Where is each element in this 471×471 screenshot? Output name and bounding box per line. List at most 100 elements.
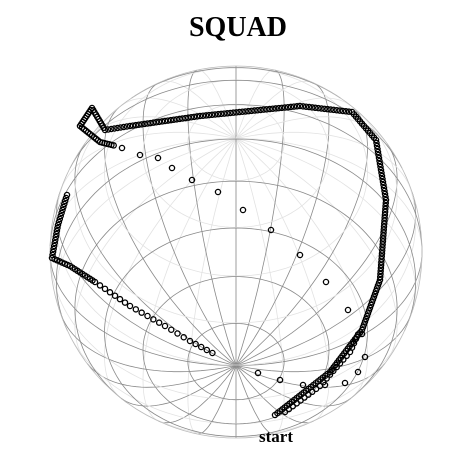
trajectory-point xyxy=(315,104,322,112)
grid-line-back xyxy=(74,138,237,361)
trajectory-point xyxy=(341,379,349,387)
trajectory-point xyxy=(211,111,219,118)
trajectory-point xyxy=(345,108,353,115)
trajectory-point xyxy=(374,145,381,153)
trajectory-point xyxy=(318,105,325,112)
trajectory-point xyxy=(379,244,386,251)
trajectory-point xyxy=(361,353,369,361)
trajectory-point xyxy=(375,151,382,159)
trajectory-point xyxy=(59,206,66,214)
trajectory-point xyxy=(358,330,366,338)
trajectory-point xyxy=(377,166,385,174)
trajectory-point xyxy=(381,214,388,222)
trajectory-point xyxy=(299,103,307,110)
trajectory-point xyxy=(123,123,131,130)
trajectory-point xyxy=(382,202,389,210)
trajectory-point xyxy=(205,111,213,119)
grid-line xyxy=(235,315,412,373)
trajectory-point xyxy=(144,312,151,320)
grid-line xyxy=(142,276,330,425)
trajectory-point xyxy=(179,115,186,122)
trajectory-point xyxy=(111,292,119,299)
trajectory-point xyxy=(380,229,387,236)
trajectory-point xyxy=(144,120,151,127)
trajectory-point xyxy=(354,331,362,338)
trajectory-point xyxy=(302,103,310,110)
trajectory-point xyxy=(173,116,180,123)
trajectory-point xyxy=(266,105,273,113)
grid-line xyxy=(158,365,237,424)
trajectory-point xyxy=(96,282,104,289)
trajectory-point xyxy=(323,375,330,382)
grid-line xyxy=(187,322,285,401)
trajectory-point xyxy=(330,106,337,114)
trajectory-point xyxy=(233,109,240,116)
trajectory-point xyxy=(53,227,61,235)
grid-line-back xyxy=(158,80,237,139)
trajectory-point xyxy=(239,108,246,116)
trajectory-point xyxy=(375,154,383,162)
trajectory-point xyxy=(382,196,390,204)
grid-line-back xyxy=(60,131,237,189)
grid-line xyxy=(74,143,237,366)
trajectory-point xyxy=(330,367,337,375)
trajectory-point xyxy=(121,299,129,306)
trajectory-point xyxy=(116,295,124,303)
trajectory-point xyxy=(281,104,289,111)
trajectory-point xyxy=(327,106,334,113)
trajectory-point xyxy=(186,337,194,345)
trajectory-point xyxy=(381,211,389,219)
trajectory-point xyxy=(209,349,216,357)
grid-line-back xyxy=(198,69,237,139)
grid-line-back xyxy=(142,79,330,228)
trajectory-point xyxy=(354,368,362,376)
grid-line xyxy=(49,256,237,366)
grid-line-back xyxy=(235,69,274,139)
trajectory-point xyxy=(138,121,145,128)
trajectory-point xyxy=(377,163,384,171)
trajectory-point xyxy=(290,103,298,110)
trajectory-point xyxy=(380,220,388,227)
trajectory-point xyxy=(251,107,258,114)
trajectory-point xyxy=(272,105,280,112)
trajectory-point xyxy=(376,160,384,168)
trajectory-point xyxy=(187,114,195,121)
trajectory-point xyxy=(117,124,124,131)
trajectory-point xyxy=(324,105,331,113)
trajectory-point xyxy=(381,187,388,195)
trajectory-point xyxy=(193,113,201,120)
trajectory-point xyxy=(333,363,340,371)
grid-line-back xyxy=(235,97,352,139)
grid-line-back xyxy=(104,67,368,277)
trajectory xyxy=(48,102,390,419)
trajectory-point xyxy=(378,258,385,266)
trajectory-point xyxy=(58,209,65,217)
trajectory-point xyxy=(322,278,330,286)
start-label: start xyxy=(259,427,293,446)
trajectory-point xyxy=(155,319,163,326)
trajectory-point xyxy=(114,124,121,132)
trajectory-point xyxy=(378,172,386,180)
trajectory-point xyxy=(230,109,237,116)
trajectory-point xyxy=(118,144,126,152)
trajectory-point xyxy=(110,142,117,149)
trajectory-point xyxy=(54,221,62,229)
trajectory-point xyxy=(336,360,344,367)
trajectory-point xyxy=(63,191,71,199)
trajectory-point xyxy=(248,107,255,115)
trajectory-point xyxy=(380,181,387,189)
trajectory-point xyxy=(154,154,162,162)
trajectory-point xyxy=(220,110,228,117)
grid-line xyxy=(235,143,398,366)
trajectory-point xyxy=(377,270,384,278)
trajectory-point xyxy=(276,376,284,384)
trajectory-point xyxy=(378,256,385,263)
trajectory-point xyxy=(377,261,385,269)
grid-line xyxy=(142,83,237,366)
trajectory-point xyxy=(326,371,334,378)
trajectory-point xyxy=(190,113,198,121)
trajectory-point xyxy=(199,112,207,119)
trajectory-point xyxy=(381,208,389,216)
trajectory-point xyxy=(242,108,249,115)
